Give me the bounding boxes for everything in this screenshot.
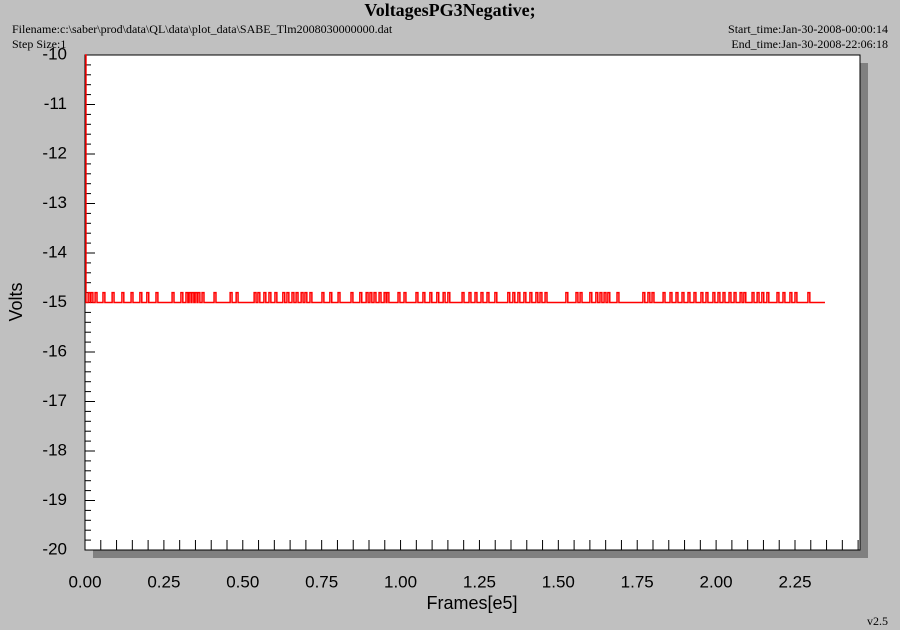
- y-axis-label: Volts: [6, 282, 26, 321]
- y-tick-label: -19: [42, 490, 67, 509]
- x-tick-label: 2.25: [778, 572, 811, 591]
- y-tick-label: -15: [42, 292, 67, 311]
- x-tick-label: 1.00: [384, 572, 417, 591]
- x-tick-label: 0.00: [68, 572, 101, 591]
- y-tick-label: -13: [42, 193, 67, 212]
- y-tick-label: -20: [42, 539, 67, 558]
- filename: Filename:c:\saber\prod\data\QL\data\plot…: [12, 22, 393, 36]
- start-time: Start_time:Jan-30-2008-00:00:14: [728, 22, 888, 36]
- x-tick-label: 2.00: [700, 572, 733, 591]
- y-tick-label: -14: [42, 242, 67, 261]
- chart-title: VoltagesPG3Negative;: [364, 0, 535, 20]
- data-line: [85, 54, 825, 304]
- y-tick-label: -10: [42, 44, 67, 63]
- x-tick-label: 0.50: [226, 572, 259, 591]
- x-tick-label: 1.50: [542, 572, 575, 591]
- y-tick-label: -16: [42, 341, 67, 360]
- x-tick-label: 1.75: [621, 572, 654, 591]
- x-axis-label: Frames[e5]: [426, 593, 517, 613]
- x-tick-label: 1.25: [463, 572, 496, 591]
- end-time: End_time:Jan-30-2008-22:06:18: [731, 37, 888, 51]
- y-tick-label: -11: [44, 94, 67, 113]
- step-size: Step Size:1: [12, 37, 66, 51]
- x-tick-label: 0.25: [147, 572, 180, 591]
- y-tick-label: -17: [42, 391, 67, 410]
- x-tick-label: 0.75: [305, 572, 338, 591]
- y-tick-label: -12: [42, 143, 67, 162]
- version: v2.5: [867, 614, 888, 628]
- y-tick-label: -18: [42, 440, 67, 459]
